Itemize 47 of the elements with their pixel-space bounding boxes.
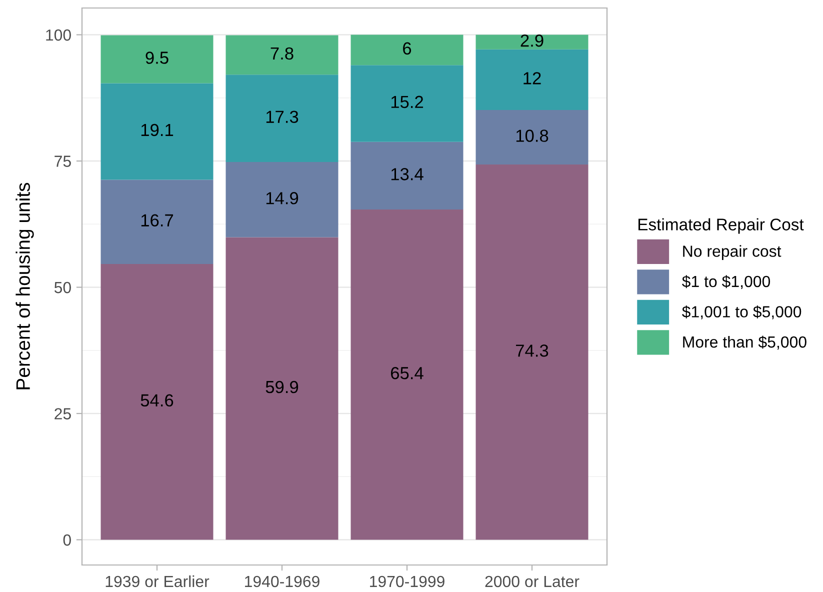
bar xyxy=(350,142,464,210)
y-tick-label: 0 xyxy=(63,534,71,546)
y-tick-label: 100 xyxy=(46,29,71,41)
y-tick-label: 75 xyxy=(54,156,71,167)
bar xyxy=(350,209,464,540)
data-label: 2.9 xyxy=(520,34,544,47)
bar xyxy=(350,65,464,142)
data-label: 65.4 xyxy=(390,366,424,380)
data-label: 17.3 xyxy=(266,110,298,123)
bar xyxy=(100,35,214,84)
bar xyxy=(476,110,588,165)
data-label: 14.9 xyxy=(266,192,298,204)
data-label: 9.5 xyxy=(146,52,168,64)
x-tick-label: 1940-1969 xyxy=(245,576,320,588)
data-label: 10.8 xyxy=(516,130,548,142)
y-tick-label: 50 xyxy=(54,282,71,294)
data-label: 16.7 xyxy=(141,214,174,227)
bar xyxy=(100,83,214,180)
legend-label: $1,001 to $5,000 xyxy=(682,305,802,320)
data-label: 15.2 xyxy=(391,96,424,108)
legend-title: Estimated Repair Cost xyxy=(638,218,804,234)
bar xyxy=(476,49,588,110)
bar xyxy=(350,34,464,66)
data-label: 6 xyxy=(403,42,412,55)
legend-label: $1 to $1,000 xyxy=(682,275,770,290)
bar xyxy=(226,162,338,238)
data-label: 13.4 xyxy=(391,168,424,180)
y-axis-title: Percent of housing units xyxy=(16,182,34,390)
bar xyxy=(100,180,214,264)
bar xyxy=(100,264,214,540)
y-tick-label: 25 xyxy=(54,408,71,420)
x-tick-label: 2000 or Later xyxy=(485,576,580,588)
data-label: 7.8 xyxy=(270,47,294,60)
bar xyxy=(226,74,338,162)
bar xyxy=(476,34,588,50)
x-tick-label: 1939 or Earlier xyxy=(106,575,210,588)
data-label: 19.1 xyxy=(141,124,174,136)
bar xyxy=(226,237,338,540)
bar xyxy=(226,35,338,75)
data-label: 54.6 xyxy=(140,394,174,407)
data-label: 74.3 xyxy=(516,344,548,357)
legend-label: More than $5,000 xyxy=(683,336,806,350)
bar xyxy=(476,164,588,540)
data-label: 12 xyxy=(524,72,541,84)
x-tick-label: 1970-1999 xyxy=(370,576,444,588)
legend-label: No repair cost xyxy=(683,245,782,260)
data-label: 59.9 xyxy=(266,380,298,394)
